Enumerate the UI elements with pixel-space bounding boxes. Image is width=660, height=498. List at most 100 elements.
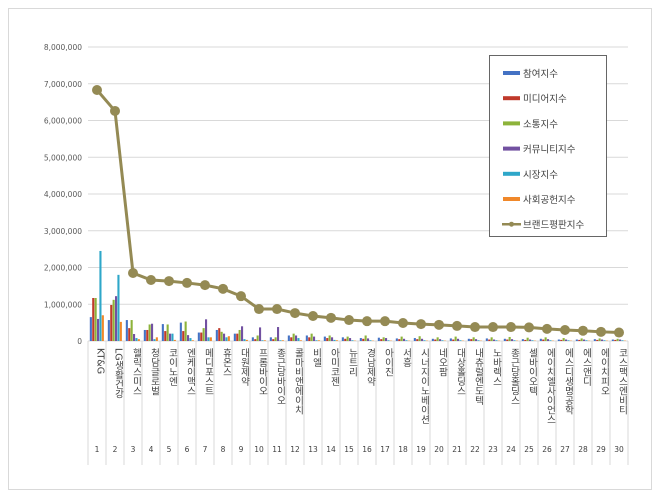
x-category-label: KT&G [95,348,106,374]
bar-미디어지수 [146,329,149,341]
bar-참여지수 [323,336,326,341]
bar-미디어지수 [452,339,455,341]
bar-커뮤니티지수 [565,339,568,341]
y-tick-label: 8,000,000 [44,43,82,52]
x-category-label: 아이진 [383,348,394,377]
bar-소통지수 [400,336,403,341]
bar-미디어지수 [326,338,329,341]
x-category-label: 종근당바이오 [275,348,286,405]
line-point [182,277,192,288]
legend-swatch [503,171,520,176]
bar-시장지수 [315,340,318,341]
bar-시장지수 [189,338,192,341]
bar-사회공헌지수 [245,339,248,341]
bar-시장지수 [225,337,228,341]
line-point [362,316,372,327]
bar-참여지수 [179,322,182,341]
bar-소통지수 [382,337,385,341]
bar-소통지수 [256,335,259,341]
line-point [542,323,552,334]
bar-커뮤니티지수 [403,338,406,341]
legend-label: 시장지수 [523,170,558,181]
bar-미디어지수 [200,332,203,341]
line-point [506,322,516,333]
bar-미디어지수 [236,333,239,341]
bar-미디어지수 [416,339,419,341]
bar-커뮤니티지수 [133,334,136,341]
legend-label: 브랜드평판지수 [523,220,584,231]
line-point [344,315,354,326]
bar-시장지수 [207,337,210,341]
legend-swatch [503,146,520,151]
x-category-label: 대상홀딩스 [455,348,466,396]
bar-커뮤니티지수 [529,339,532,341]
bar-참여지수 [377,337,380,341]
bar-커뮤니티지수 [475,339,478,341]
legend-label: 소통지수 [523,119,558,130]
bar-소통지수 [184,321,187,341]
y-tick-label: 6,000,000 [44,117,82,126]
bar-소통지수 [328,335,331,341]
bar-소통지수 [580,338,583,341]
bar-커뮤니티지수 [601,339,604,341]
bar-사회공헌지수 [263,340,266,341]
line-point [110,105,120,116]
legend-swatch [503,121,520,126]
bar-미디어지수 [434,339,437,341]
bar-소통지수 [310,333,313,341]
bar-미디어지수 [254,339,257,341]
x-category-label: 종근당홀딩스 [509,348,520,405]
bar-시장지수 [495,340,498,341]
bar-소통지수 [148,324,151,341]
bar-참여지수 [215,329,218,341]
bar-커뮤니티지수 [367,338,370,341]
bar-시장지수 [549,340,552,341]
bar-시장지수 [279,340,282,341]
x-category-label: 헬릭스미스 [131,348,142,396]
line-point [128,268,138,279]
x-category-label: 시너지이노베이션 [419,348,430,424]
x-rank-label: 21 [452,445,462,454]
bar-시장지수 [297,338,300,341]
x-category-label: 에스앤디 [581,348,592,387]
bar-시장지수 [603,340,606,341]
bar-사회공헌지수 [281,340,284,341]
line-point [92,84,102,95]
x-category-label: 휴온스 [221,348,232,377]
bar-참여지수 [449,338,452,341]
bar-미디어지수 [272,339,275,341]
bar-미디어지수 [542,339,545,341]
bar-미디어지수 [560,339,563,341]
y-tick-label: 0 [77,337,82,346]
bar-미디어지수 [218,328,221,341]
x-category-label: 서흥 [401,348,412,367]
bar-커뮤니티지수 [511,339,514,341]
bar-사회공헌지수 [119,321,122,341]
x-rank-label: 11 [272,445,282,454]
bar-시장지수 [405,340,408,341]
y-tick-label: 3,000,000 [44,227,82,236]
line-point [578,325,588,336]
bar-커뮤니티지수 [547,339,550,341]
bar-참여지수 [503,338,506,341]
bar-시장지수 [117,274,120,341]
bar-시장지수 [441,340,444,341]
bar-미디어지수 [110,304,113,341]
x-rank-label: 16 [362,445,372,454]
bar-시장지수 [513,340,516,341]
x-category-label: 비엘 [311,348,322,367]
bar-미디어지수 [596,339,599,341]
bar-커뮤니티지수 [205,319,208,341]
bar-커뮤니티지수 [493,339,496,341]
bar-참여지수 [89,317,92,341]
line-point [200,280,210,291]
bar-참여지수 [305,335,308,341]
bar-소통지수 [220,331,223,341]
line-point [596,326,606,337]
x-category-label: 코스맥스엔비티 [617,348,628,415]
bar-미디어지수 [344,338,347,341]
line-point [308,311,318,322]
line-point [380,316,390,327]
bar-소통지수 [526,337,529,341]
bar-소통지수 [202,328,205,341]
